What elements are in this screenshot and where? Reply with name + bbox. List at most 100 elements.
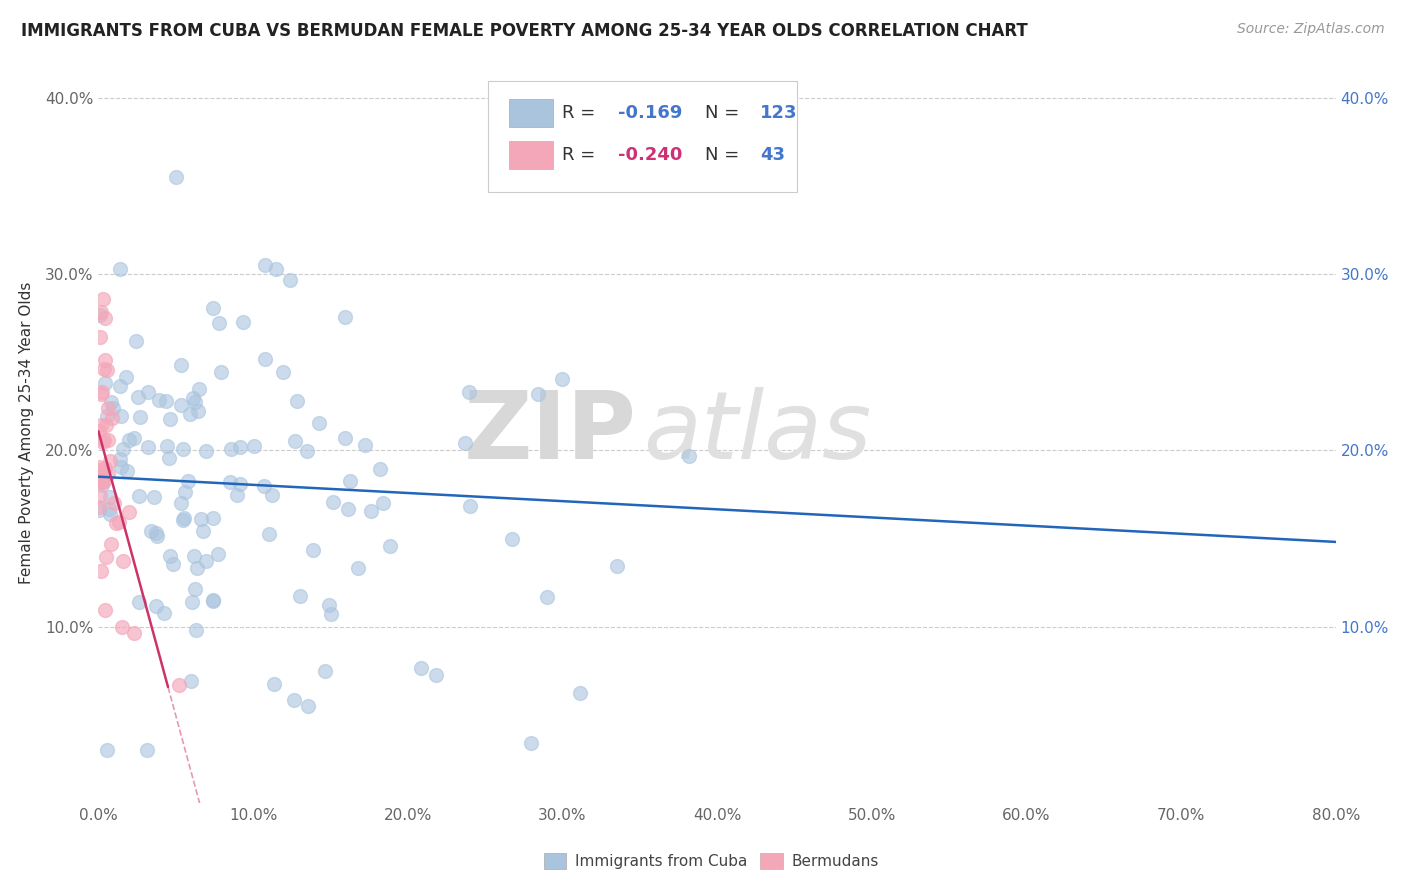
Point [226,488,249,502]
Point [118,434,141,448]
Point [135,743,157,757]
Point [302,543,325,558]
Point [108,452,131,467]
Point [112,442,135,456]
Point [103,496,125,510]
Point [91,475,114,489]
FancyBboxPatch shape [509,141,553,169]
Point [87,503,110,517]
Point [501,532,523,546]
Point [339,474,361,488]
Point [152,606,174,620]
Point [187,383,209,397]
Point [94,376,117,390]
Point [90,387,112,401]
Point [179,407,201,421]
Point [568,686,591,700]
Point [219,442,242,457]
Point [167,678,190,692]
Point [318,598,340,612]
Point [90,564,112,578]
Point [333,310,356,325]
Point [288,589,311,603]
Point [183,391,205,405]
Point [115,464,138,478]
Point [297,698,319,713]
Point [111,620,134,634]
Point [96,550,118,565]
Point [380,539,402,553]
Point [186,561,208,575]
Text: Immigrants from Cuba: Immigrants from Cuba [575,854,747,869]
FancyBboxPatch shape [544,853,567,870]
Point [173,511,195,525]
Point [278,273,301,287]
Point [122,431,145,445]
Point [90,304,112,318]
Point [91,435,114,450]
Point [157,450,180,465]
Point [87,500,110,514]
Point [100,537,122,551]
Text: N =: N = [704,103,745,122]
Point [91,478,114,492]
Point [91,293,114,307]
Point [91,384,114,399]
Point [110,459,132,474]
Point [93,361,115,376]
Point [165,169,187,184]
Point [284,434,307,448]
Point [180,673,202,688]
Point [139,524,162,539]
Text: atlas: atlas [643,387,872,478]
Point [89,468,111,483]
Point [271,365,294,379]
Point [201,510,224,524]
Point [202,593,225,607]
Point [678,449,700,463]
Point [184,623,207,637]
Point [176,474,198,488]
Point [138,384,160,399]
Point [89,489,111,503]
Point [219,475,242,489]
Point [145,529,167,543]
Point [127,390,149,404]
Point [90,418,112,433]
Point [191,524,214,538]
Point [253,479,276,493]
Point [145,525,167,540]
Point [162,558,184,572]
Text: R =: R = [562,103,602,122]
Point [360,503,382,517]
Point [115,370,138,384]
Point [180,595,202,609]
Point [93,434,115,448]
Point [170,399,193,413]
Point [183,395,205,409]
Point [297,443,319,458]
Point [172,442,194,456]
Point [207,547,229,561]
Point [91,467,114,482]
Point [93,603,115,617]
Point [170,496,193,510]
Point [243,439,266,453]
Point [159,549,181,563]
Point [253,258,276,272]
Point [264,262,287,277]
Point [425,668,447,682]
Point [156,439,179,453]
Point [187,404,209,418]
Point [229,440,252,454]
Point [232,315,254,329]
Point [458,385,481,400]
Point [159,412,181,426]
Point [201,594,224,608]
Text: 123: 123 [761,103,797,122]
Point [190,512,212,526]
Point [336,501,359,516]
Point [100,395,122,409]
Point [96,743,118,757]
Point [173,484,195,499]
